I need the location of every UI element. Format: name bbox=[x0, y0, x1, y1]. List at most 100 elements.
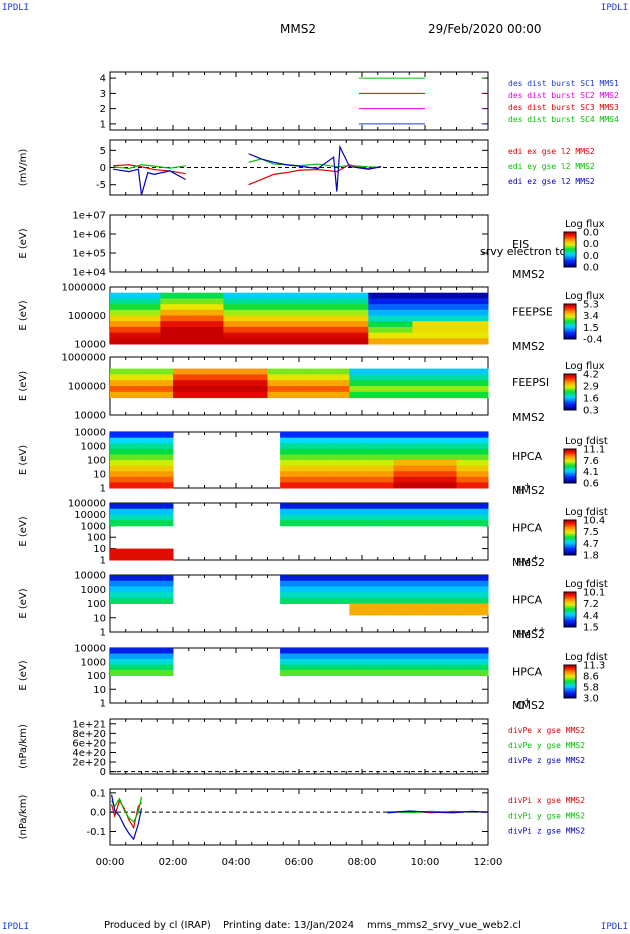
heatmap-cell bbox=[311, 332, 319, 339]
heatmap-cell bbox=[166, 386, 174, 393]
heatmap-cell bbox=[475, 503, 483, 510]
heatmap-cell bbox=[110, 586, 117, 593]
heatmap-cell bbox=[141, 368, 149, 375]
colorbar-tick-label: 0.3 bbox=[583, 406, 599, 417]
heatmap-cell bbox=[122, 476, 130, 483]
colorbar-swatch bbox=[564, 549, 576, 552]
heatmap-cell bbox=[122, 432, 130, 439]
heatmap-cell bbox=[431, 597, 439, 604]
heatmap-cell bbox=[261, 386, 268, 393]
heatmap-cell bbox=[305, 448, 313, 455]
heatmap-cell bbox=[160, 508, 168, 515]
heatmap-cell bbox=[412, 309, 420, 316]
heatmap-cell bbox=[141, 304, 149, 311]
heatmap-cell bbox=[343, 454, 350, 461]
heatmap-cell bbox=[179, 374, 187, 381]
heatmap-cell bbox=[412, 386, 420, 393]
heatmap-cell bbox=[336, 454, 344, 461]
heatmap-cell bbox=[336, 437, 344, 444]
heatmap-cell bbox=[406, 664, 413, 671]
heatmap-cell bbox=[443, 391, 451, 399]
colorbar-tick-label: 4.2 bbox=[583, 370, 599, 381]
heatmap-cell bbox=[431, 471, 439, 478]
heatmap-cell bbox=[343, 332, 350, 339]
heatmap-cell bbox=[336, 597, 344, 604]
y-tick-label: 1 bbox=[100, 556, 106, 567]
heatmap-cell bbox=[116, 321, 124, 328]
heatmap-cell bbox=[198, 374, 205, 381]
heatmap-cell bbox=[280, 471, 287, 478]
heatmap-cell bbox=[273, 321, 281, 328]
heatmap-cell bbox=[292, 332, 300, 339]
heatmap-cell bbox=[362, 298, 369, 305]
heatmap-cell bbox=[343, 659, 350, 665]
heatmap-cell bbox=[141, 586, 149, 593]
heatmap-cell bbox=[166, 508, 174, 515]
heatmap-cell bbox=[135, 368, 142, 375]
spacecraft-label: MMS2 bbox=[512, 268, 545, 281]
heatmap-cell bbox=[349, 653, 357, 660]
heatmap-cell bbox=[418, 386, 426, 393]
heatmap-cell bbox=[317, 580, 325, 587]
heatmap-cell bbox=[229, 391, 237, 399]
heatmap-cell bbox=[324, 309, 331, 316]
y-tick-label: 1e+07 bbox=[72, 211, 106, 222]
heatmap-cell bbox=[324, 321, 331, 328]
colorbar-swatch bbox=[564, 464, 576, 467]
y-tick-label: -0.1 bbox=[86, 827, 106, 838]
heatmap-cell bbox=[362, 503, 369, 510]
heatmap-cell bbox=[374, 443, 382, 450]
colorbar-swatch bbox=[564, 265, 576, 268]
heatmap-cell bbox=[355, 304, 363, 311]
colorbar-swatch bbox=[564, 621, 576, 624]
heatmap-cell bbox=[110, 471, 117, 478]
heatmap-cell bbox=[110, 670, 117, 676]
heatmap-cell bbox=[336, 332, 344, 339]
heatmap-cell bbox=[160, 664, 168, 671]
heatmap-cell bbox=[147, 503, 155, 510]
colorbar-swatch bbox=[564, 678, 576, 681]
heatmap-cell bbox=[387, 380, 394, 387]
colorbar-tick-label: 5.8 bbox=[583, 683, 599, 694]
heatmap-cell bbox=[324, 508, 331, 515]
heatmap-cell bbox=[292, 304, 300, 311]
heatmap-cell bbox=[135, 653, 142, 660]
heatmap-cell bbox=[355, 368, 363, 375]
heatmap-cell bbox=[462, 443, 470, 450]
heatmap-cell bbox=[380, 653, 388, 660]
legend-entry: des dist burst SC1 MMS1 bbox=[508, 79, 619, 88]
heatmap-cell bbox=[292, 292, 300, 299]
heatmap-cell bbox=[110, 368, 117, 375]
heatmap-cell bbox=[343, 670, 350, 676]
heatmap-cell bbox=[261, 326, 268, 334]
heatmap-cell bbox=[166, 368, 174, 375]
colorbar-swatch bbox=[564, 462, 576, 465]
heatmap-cell bbox=[286, 309, 294, 316]
heatmap-cell bbox=[122, 648, 130, 654]
heatmap-cell bbox=[418, 476, 426, 483]
heatmap-cell bbox=[173, 368, 180, 375]
heatmap-cell bbox=[286, 443, 294, 450]
heatmap-cell bbox=[154, 298, 161, 305]
heatmap-cell bbox=[475, 670, 483, 676]
heatmap-cell bbox=[261, 304, 268, 311]
heatmap-cell bbox=[116, 648, 124, 654]
colorbar-swatch bbox=[564, 335, 576, 338]
heatmap-cell bbox=[450, 653, 457, 660]
heatmap-cell bbox=[242, 292, 250, 299]
heatmap-cell bbox=[330, 670, 338, 676]
heatmap-cell bbox=[166, 514, 174, 521]
heatmap-cell bbox=[191, 338, 199, 345]
colorbar-swatch bbox=[564, 683, 576, 686]
heatmap-cell bbox=[141, 476, 149, 483]
heatmap-cell bbox=[280, 653, 287, 660]
heatmap-cell bbox=[223, 321, 231, 328]
heatmap-cell bbox=[292, 437, 300, 444]
heatmap-cell bbox=[166, 309, 174, 316]
heatmap-cell bbox=[425, 326, 432, 334]
heatmap-cell bbox=[475, 648, 483, 654]
heatmap-cell bbox=[223, 368, 231, 375]
heatmap-cell bbox=[135, 575, 142, 582]
y-tick-label: 100 bbox=[87, 671, 106, 682]
